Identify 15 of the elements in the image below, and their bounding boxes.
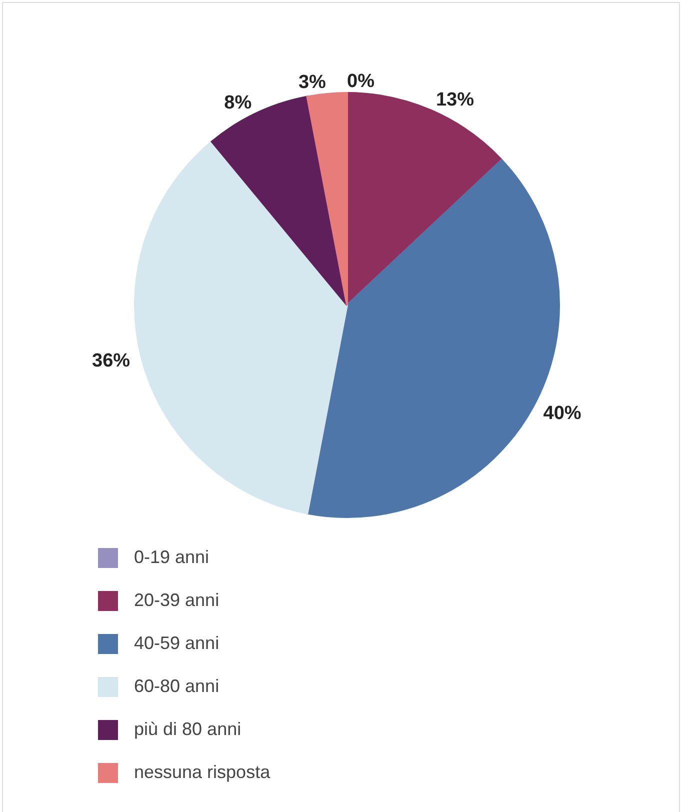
legend-label: 60-80 anni — [134, 676, 220, 696]
legend-label: 0-19 anni — [134, 547, 210, 567]
text: 0% — [347, 71, 374, 92]
data-label: 40% — [543, 402, 582, 424]
data-label: 13% — [436, 89, 474, 110]
legend-label: più di 80 anni — [134, 719, 242, 739]
pie-slice — [306, 92, 348, 306]
pie-slice — [210, 96, 348, 306]
pie-slice — [134, 140, 348, 514]
legend-label: 20-39 anni — [134, 590, 220, 610]
data-label: 36% — [92, 350, 130, 372]
legend-label: nessuna risposta — [134, 762, 272, 782]
data-label: 3% — [298, 72, 326, 93]
data-label: 8% — [224, 92, 252, 114]
legend-label: 40-59 anni — [134, 633, 220, 653]
